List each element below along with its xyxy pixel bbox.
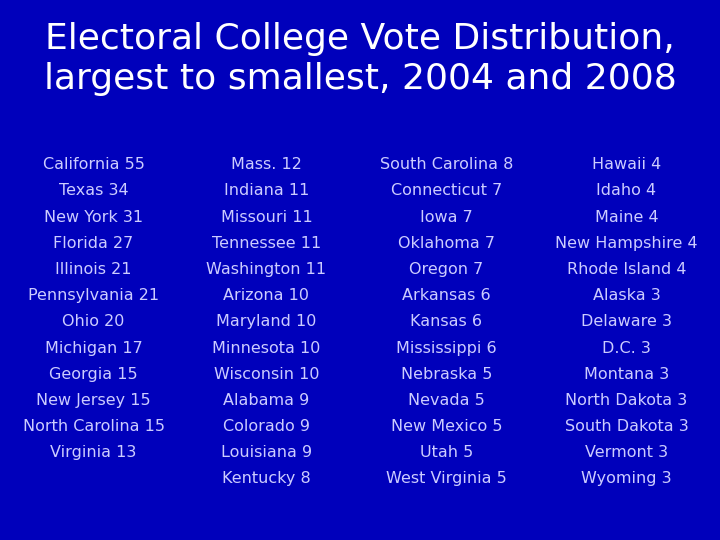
Text: Utah 5: Utah 5 xyxy=(420,446,473,460)
Text: North Carolina 15: North Carolina 15 xyxy=(22,419,165,434)
Text: Ohio 20: Ohio 20 xyxy=(63,314,125,329)
Text: Nevada 5: Nevada 5 xyxy=(408,393,485,408)
Text: Delaware 3: Delaware 3 xyxy=(581,314,672,329)
Text: Virginia 13: Virginia 13 xyxy=(50,446,137,460)
Text: South Carolina 8: South Carolina 8 xyxy=(379,157,513,172)
Text: Missouri 11: Missouri 11 xyxy=(220,210,312,225)
Text: West Virginia 5: West Virginia 5 xyxy=(386,471,507,487)
Text: Hawaii 4: Hawaii 4 xyxy=(592,157,661,172)
Text: Oregon 7: Oregon 7 xyxy=(409,262,484,277)
Text: Iowa 7: Iowa 7 xyxy=(420,210,473,225)
Text: Tennessee 11: Tennessee 11 xyxy=(212,236,321,251)
Text: Maryland 10: Maryland 10 xyxy=(216,314,317,329)
Text: Illinois 21: Illinois 21 xyxy=(55,262,132,277)
Text: Arizona 10: Arizona 10 xyxy=(223,288,310,303)
Text: South Dakota 3: South Dakota 3 xyxy=(564,419,688,434)
Text: Nebraska 5: Nebraska 5 xyxy=(401,367,492,382)
Text: Florida 27: Florida 27 xyxy=(53,236,134,251)
Text: Wyoming 3: Wyoming 3 xyxy=(581,471,672,487)
Text: Colorado 9: Colorado 9 xyxy=(223,419,310,434)
Text: Louisiana 9: Louisiana 9 xyxy=(221,446,312,460)
Text: Michigan 17: Michigan 17 xyxy=(45,341,143,355)
Text: Georgia 15: Georgia 15 xyxy=(49,367,138,382)
Text: North Dakota 3: North Dakota 3 xyxy=(565,393,688,408)
Text: Wisconsin 10: Wisconsin 10 xyxy=(214,367,319,382)
Text: New Mexico 5: New Mexico 5 xyxy=(391,419,502,434)
Text: Maine 4: Maine 4 xyxy=(595,210,658,225)
Text: Kansas 6: Kansas 6 xyxy=(410,314,482,329)
Text: Rhode Island 4: Rhode Island 4 xyxy=(567,262,686,277)
Text: Alabama 9: Alabama 9 xyxy=(223,393,310,408)
Text: Kentucky 8: Kentucky 8 xyxy=(222,471,311,487)
Text: Mississippi 6: Mississippi 6 xyxy=(396,341,497,355)
Text: Texas 34: Texas 34 xyxy=(59,184,128,198)
Text: New Hampshire 4: New Hampshire 4 xyxy=(555,236,698,251)
Text: California 55: California 55 xyxy=(42,157,145,172)
Text: New Jersey 15: New Jersey 15 xyxy=(36,393,151,408)
Text: Oklahoma 7: Oklahoma 7 xyxy=(398,236,495,251)
Text: D.C. 3: D.C. 3 xyxy=(602,341,651,355)
Text: Montana 3: Montana 3 xyxy=(584,367,669,382)
Text: Mass. 12: Mass. 12 xyxy=(231,157,302,172)
Text: New York 31: New York 31 xyxy=(44,210,143,225)
Text: Alaska 3: Alaska 3 xyxy=(593,288,660,303)
Text: Washington 11: Washington 11 xyxy=(207,262,326,277)
Text: Pennsylvania 21: Pennsylvania 21 xyxy=(28,288,159,303)
Text: Electoral College Vote Distribution,
largest to smallest, 2004 and 2008: Electoral College Vote Distribution, lar… xyxy=(44,22,676,96)
Text: Minnesota 10: Minnesota 10 xyxy=(212,341,320,355)
Text: Vermont 3: Vermont 3 xyxy=(585,446,668,460)
Text: Idaho 4: Idaho 4 xyxy=(596,184,657,198)
Text: Indiana 11: Indiana 11 xyxy=(224,184,309,198)
Text: Connecticut 7: Connecticut 7 xyxy=(391,184,502,198)
Text: Arkansas 6: Arkansas 6 xyxy=(402,288,491,303)
